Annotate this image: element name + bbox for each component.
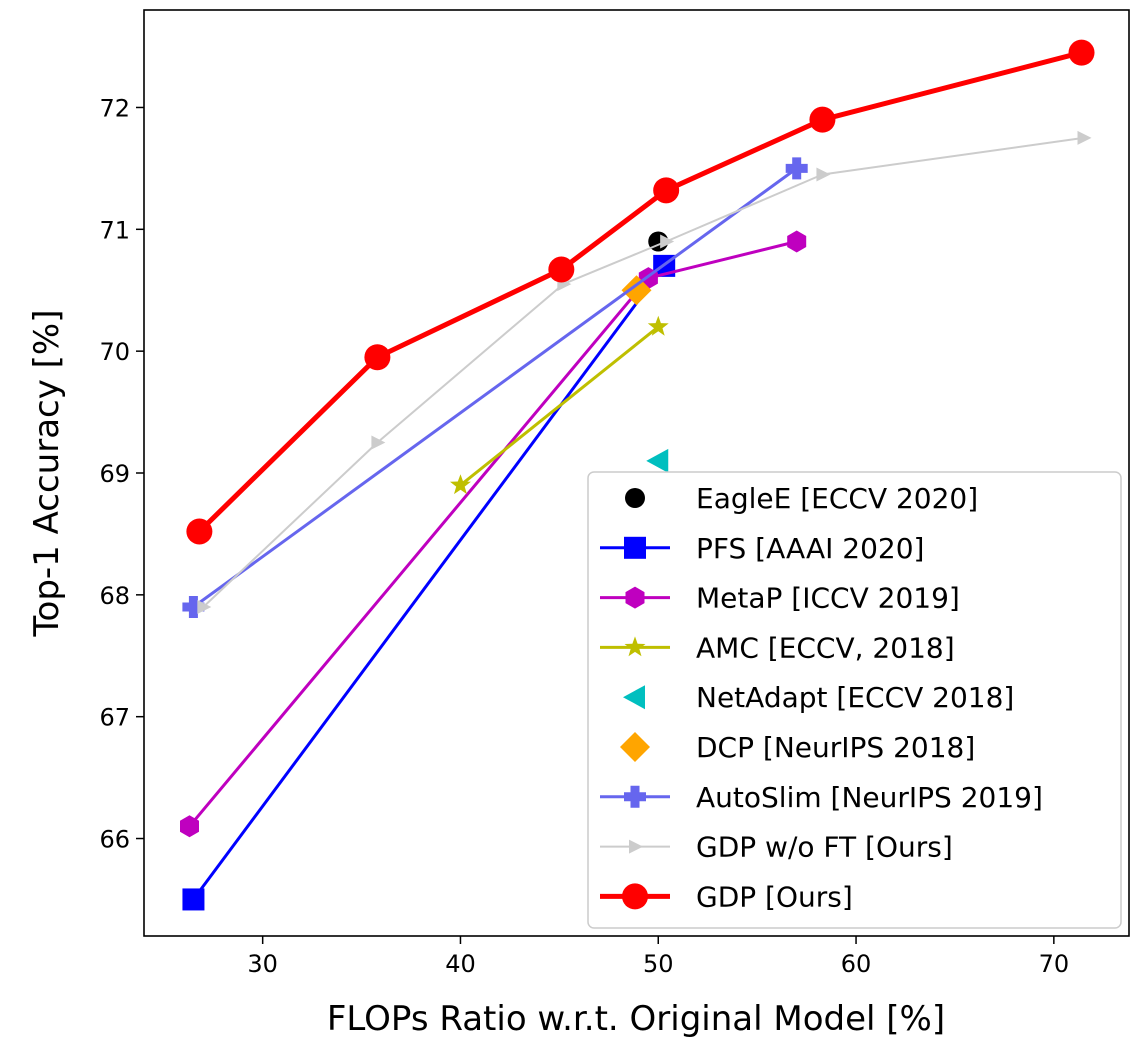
legend-marker (629, 839, 643, 854)
x-tick-label: 40 (445, 950, 476, 978)
legend-label: EagleE [ECCV 2020] (696, 482, 978, 515)
legend-label: GDP w/o FT [Ours] (696, 831, 953, 864)
legend-entry: GDP [Ours] (600, 880, 853, 913)
legend-marker (623, 685, 645, 710)
legend: EagleE [ECCV 2020] PFS [AAAI 2020] MetaP [… (587, 471, 1122, 929)
legend-marker (624, 636, 646, 657)
series-5 (621, 275, 652, 306)
data-point (809, 106, 836, 133)
data-point (186, 518, 213, 545)
series-8 (186, 39, 1095, 545)
legend-entry: AutoSlim [NeurIPS 2019] (600, 781, 1043, 814)
y-tick-label: 66 (99, 826, 130, 854)
series-line (459, 325, 660, 487)
ticks-layer: 30 40 50 60 70 66 67 68 69 70 71 72 (99, 94, 1069, 978)
data-point (197, 600, 212, 615)
x-tick-label: 60 (841, 950, 872, 978)
legend-marker (624, 785, 646, 808)
legend-entries: EagleE [ECCV 2020] PFS [AAAI 2020] MetaP [… (600, 482, 1043, 913)
legend-label: DCP [NeurIPS 2018] (696, 731, 975, 764)
legend-marker (624, 536, 646, 559)
data-point (653, 177, 680, 204)
series-line (197, 50, 1083, 534)
data-point (647, 315, 669, 336)
series-4 (646, 448, 669, 473)
data-point (450, 474, 471, 495)
y-tick-label: 69 (99, 460, 130, 488)
data-point (660, 234, 675, 249)
legend-entry: DCP [NeurIPS 2018] (620, 731, 975, 764)
x-tick-label: 30 (247, 950, 278, 978)
y-axis-title: Top-1 Accuracy [%] (27, 310, 67, 638)
series-line (192, 265, 666, 901)
legend-entry: PFS [AAAI 2020] (600, 532, 924, 565)
data-point (621, 275, 652, 306)
data-point (180, 815, 199, 838)
y-tick-label: 67 (99, 704, 130, 732)
legend-label: GDP [Ours] (696, 880, 853, 913)
data-point (182, 888, 205, 911)
legend-frame (587, 471, 1122, 929)
y-tick-label: 71 (99, 216, 130, 244)
series-6 (182, 157, 808, 618)
legend-label: AMC [ECCV, 2018] (696, 631, 955, 664)
y-tick-label: 70 (99, 338, 130, 366)
plot-frame (143, 9, 1130, 937)
y-tick-label: 72 (99, 94, 130, 122)
series-line (192, 167, 798, 609)
legend-label: AutoSlim [NeurIPS 2019] (696, 781, 1043, 814)
data-point (182, 596, 205, 618)
series-7 (197, 130, 1092, 615)
data-point (548, 256, 575, 283)
legend-entry: AMC [ECCV, 2018] (600, 631, 955, 664)
legend-entry: GDP w/o FT [Ours] (600, 831, 953, 864)
series-3 (450, 315, 669, 495)
y-tick-label: 68 (99, 582, 130, 610)
data-point (1068, 39, 1095, 66)
x-axis-title: FLOPs Ratio w.r.t. Original Model [%] (327, 999, 945, 1039)
x-tick-label: 50 (643, 950, 674, 978)
data-point (364, 344, 391, 371)
legend-entry: MetaP [ICCV 2019] (600, 582, 960, 615)
data-point (371, 435, 386, 450)
legend-entry: EagleE [ECCV 2020] (625, 482, 978, 515)
legend-marker (625, 488, 645, 508)
legend-marker (625, 586, 645, 609)
legend-marker (620, 732, 650, 762)
x-tick-label: 70 (1039, 950, 1070, 978)
legend-marker (622, 883, 648, 910)
data-point (646, 448, 669, 473)
legend-label: PFS [AAAI 2020] (696, 532, 924, 565)
series-line (202, 136, 1084, 608)
data-point (785, 157, 808, 180)
data-point (787, 230, 807, 253)
legend-label: NetAdapt [ECCV 2018] (696, 681, 1014, 714)
legend-label: MetaP [ICCV 2019] (696, 582, 960, 615)
series-layer (180, 39, 1095, 911)
data-point (816, 167, 831, 182)
legend-entry: NetAdapt [ECCV 2018] (623, 681, 1014, 714)
data-point (1077, 130, 1092, 145)
